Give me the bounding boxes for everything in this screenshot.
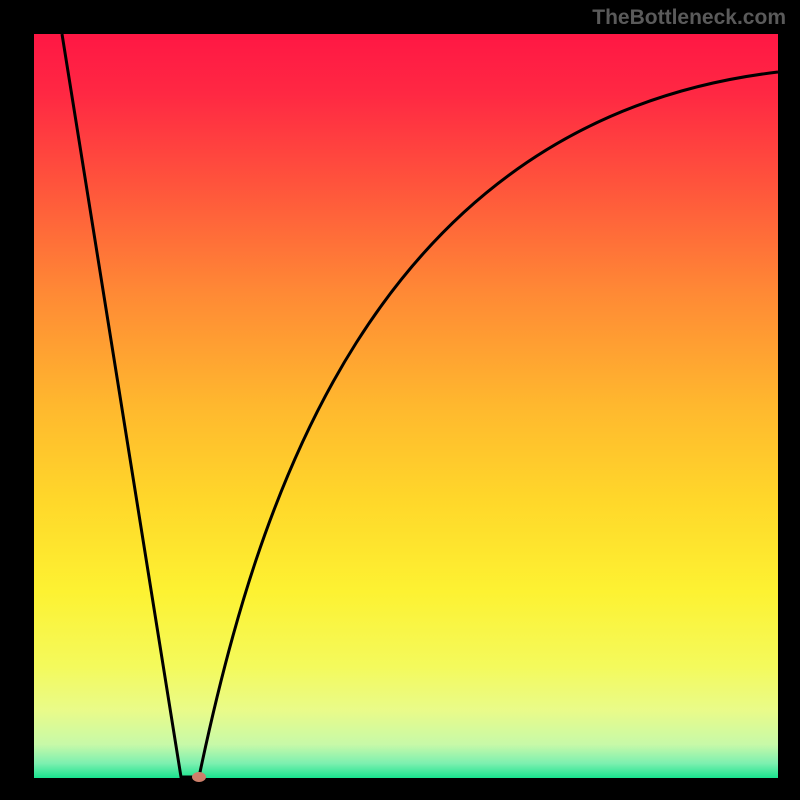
- plot-background: [34, 34, 778, 778]
- optimal-point-marker: [192, 772, 206, 782]
- bottleneck-chart: [0, 0, 800, 800]
- chart-container: TheBottleneck.com: [0, 0, 800, 800]
- watermark-label: TheBottleneck.com: [592, 6, 786, 30]
